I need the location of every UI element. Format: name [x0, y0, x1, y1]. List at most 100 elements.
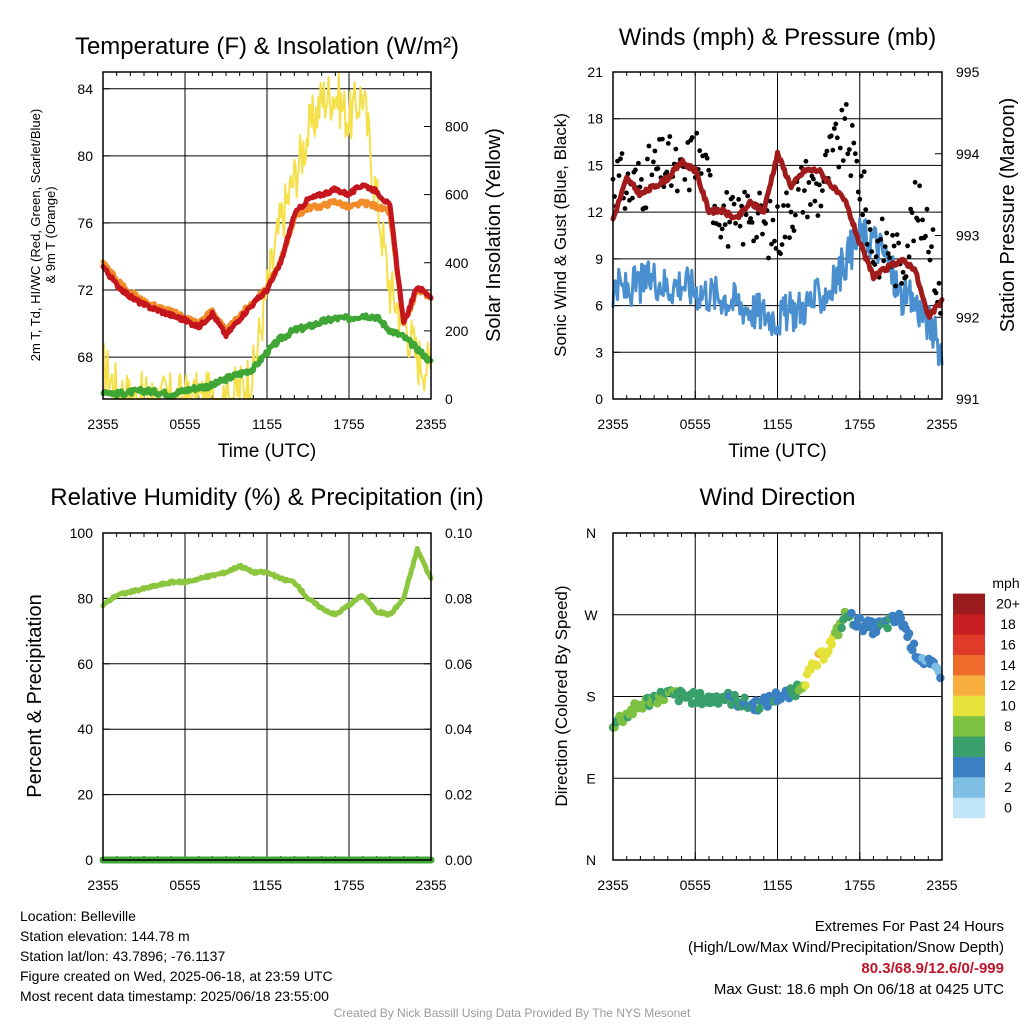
gust-point	[630, 195, 635, 201]
gust-point	[649, 172, 655, 178]
gust-point	[802, 188, 807, 194]
gust-point	[769, 241, 774, 247]
gust-point	[929, 244, 934, 250]
gust-point	[652, 148, 658, 154]
right-y-tick-label: 995	[956, 64, 980, 80]
wind-direction-point	[904, 629, 914, 638]
gust-point	[933, 290, 939, 296]
colorbar-label: 16	[1000, 636, 1016, 652]
gust-point	[851, 140, 857, 146]
gust-point	[920, 217, 925, 223]
gust-point	[618, 156, 623, 162]
x-tick-label: 2355	[87, 416, 118, 432]
gust-point	[622, 206, 628, 211]
temperature-y-axis-label-line2: & 9m T (Orange)	[43, 186, 58, 283]
gust-point	[633, 167, 638, 173]
gust-point	[854, 158, 860, 164]
gust-point	[694, 130, 700, 136]
wind-direction-point	[896, 614, 906, 623]
gust-point	[915, 217, 921, 223]
plot-frame	[102, 532, 432, 861]
gust-point	[785, 203, 791, 209]
gust-point	[936, 280, 942, 286]
gust-point	[852, 151, 858, 157]
gust-point	[845, 151, 851, 157]
gust-point	[817, 182, 822, 188]
wind-direction-point	[834, 630, 843, 640]
gust-point	[890, 232, 895, 238]
gust-point	[674, 188, 680, 194]
gust-point	[796, 187, 801, 192]
gust-point	[781, 203, 786, 208]
x-axis-label: Time (UTC)	[218, 441, 317, 462]
right-y-tick-label: 200	[445, 323, 469, 339]
gust-point	[763, 221, 768, 226]
direction-tick-label: W	[584, 607, 598, 623]
extremes-values: 80.3/68.9/12.6/0/-999	[861, 960, 1004, 977]
right-y-tick-label: 0.04	[445, 721, 472, 737]
gust-point	[673, 146, 679, 152]
gust-point	[891, 243, 897, 249]
gust-point	[903, 274, 909, 279]
gust-point	[754, 234, 759, 240]
pressure-y-axis-label: Station Pressure (Maroon)	[997, 98, 1019, 333]
gust-point	[857, 196, 863, 202]
gust-point	[840, 158, 846, 164]
gust-point	[836, 164, 842, 170]
gust-point	[823, 152, 828, 158]
wind-direction-point	[837, 623, 846, 633]
colorbar-label: 14	[1000, 657, 1016, 673]
x-tick-label: 1755	[844, 877, 875, 893]
gust-point	[834, 135, 840, 141]
left-y-tick-label: 15	[587, 157, 603, 173]
gust-point	[864, 242, 870, 247]
gust-point	[731, 201, 737, 207]
left-y-tick-label: 80	[77, 148, 93, 164]
gust-point	[722, 222, 728, 228]
gust-point	[917, 183, 922, 189]
wind-direction-point	[824, 647, 833, 656]
x-tick-label: 2355	[415, 877, 446, 893]
gust-point	[805, 214, 810, 220]
right-y-tick-label: 994	[956, 146, 980, 162]
x-tick-label: 1155	[252, 877, 282, 893]
gust-point	[861, 169, 867, 175]
temperature-chart-title: Temperature (F) & Insolation (W/m²)	[75, 33, 459, 60]
colorbar-label: 6	[1004, 738, 1012, 754]
gust-point	[727, 219, 732, 225]
extremes-heading: Extremes For Past 24 Hours	[814, 918, 1004, 935]
gust-point	[689, 135, 695, 140]
gust-point	[667, 134, 673, 139]
gust-point	[616, 173, 622, 179]
x-tick-label: 0555	[680, 416, 711, 432]
gust-point	[646, 143, 652, 149]
x-tick-label: 2355	[415, 416, 446, 432]
x-tick-label: 2355	[597, 877, 628, 893]
direction-tick-label: S	[586, 689, 595, 705]
wind-direction-point	[855, 613, 864, 623]
gust-point	[926, 249, 931, 255]
gust-point	[873, 254, 879, 260]
colorbar-swatch	[953, 695, 985, 717]
extremes-panel: Extremes For Past 24 Hours (High/Low/Max…	[688, 916, 1004, 1000]
left-y-tick-label: 9	[595, 251, 603, 267]
gust-point	[773, 246, 779, 251]
latlon-text: Station lat/lon: 43.7896; -76.1137	[20, 948, 226, 964]
gust-point	[867, 227, 873, 232]
gust-point	[884, 230, 890, 236]
left-y-tick-label: 60	[77, 656, 93, 672]
left-y-tick-label: 18	[587, 111, 603, 127]
wind-direction-point	[740, 693, 749, 702]
gust-point	[905, 243, 910, 249]
right-y-tick-label: 800	[445, 119, 469, 135]
left-y-tick-label: 76	[77, 215, 93, 231]
colorbar-label: 12	[1000, 677, 1016, 693]
gust-point	[924, 206, 930, 212]
station-info: Location: Belleville Station elevation: …	[20, 906, 333, 1006]
gust-point	[770, 217, 776, 223]
x-tick-label: 1755	[333, 416, 364, 432]
gust-point	[906, 254, 912, 260]
gust-point	[619, 151, 625, 157]
gust-point	[837, 145, 843, 151]
